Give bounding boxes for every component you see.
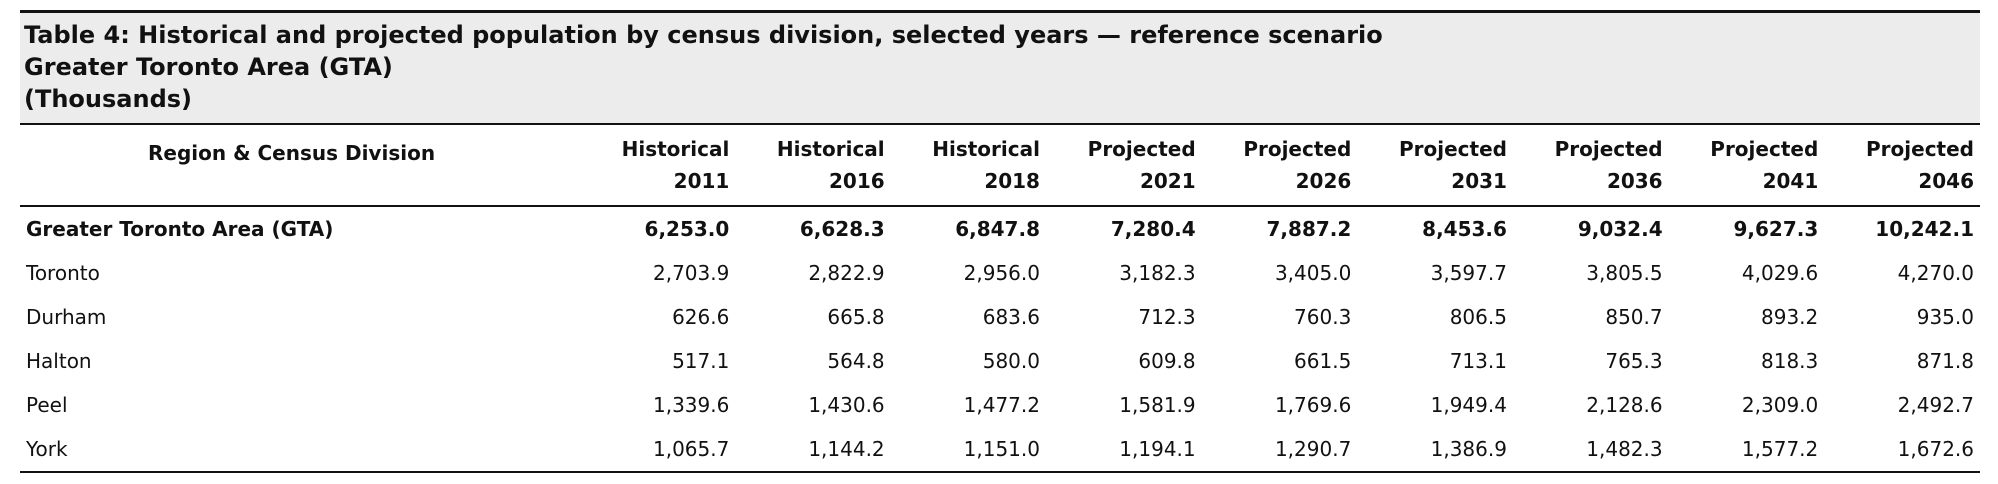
- table-cell: 935.0: [1916, 305, 1974, 329]
- table-cell: 9,627.3: [1733, 217, 1819, 241]
- column-header: Historical 2011: [580, 125, 736, 207]
- column-header: Projected 2041: [1668, 125, 1825, 207]
- table-cell: 871.8: [1916, 349, 1974, 373]
- table-cell: 1,386.9: [1357, 427, 1513, 473]
- table-cell: 1,672.6: [1824, 427, 1980, 473]
- table-cell: 6,253.0: [644, 217, 730, 241]
- table-cell: 626.6: [672, 305, 730, 329]
- row-label: Durham: [26, 305, 107, 329]
- caption-title: Table 4: Historical and projected popula…: [24, 21, 1383, 49]
- column-header: Projected 2036: [1512, 125, 1669, 207]
- table-cell: 1,065.7: [580, 427, 736, 473]
- table-cell: 665.8: [827, 305, 885, 329]
- table-cell: 1,581.9: [1119, 393, 1196, 417]
- column-header: Projected 2031: [1357, 125, 1513, 207]
- row-label: York: [20, 427, 580, 473]
- table-cell: 517.1: [672, 349, 730, 373]
- population-table: Region & Census Division Historical 2011 …: [20, 125, 1980, 473]
- table-cell: 1,949.4: [1430, 393, 1507, 417]
- table-row: Toronto 2,703.9 2,822.9 2,956.0 3,182.3 3,405…: [20, 251, 1980, 295]
- table-cell: 6,628.3: [799, 217, 885, 241]
- table-caption: Table 4: Historical and projected popula…: [20, 10, 1980, 125]
- table-cell: 2,309.0: [1741, 393, 1819, 417]
- column-header: Historical 2016: [735, 125, 891, 207]
- caption-units: (Thousands): [24, 85, 192, 113]
- table-cell: 1,577.2: [1668, 427, 1825, 473]
- table-cell: 760.3: [1294, 305, 1352, 329]
- table-cell: 818.3: [1761, 349, 1819, 373]
- table-cell: 580.0: [982, 349, 1040, 373]
- column-header: Projected 2026: [1201, 125, 1358, 207]
- table-cell: 2,956.0: [963, 261, 1040, 285]
- table-cell: 765.3: [1605, 349, 1663, 373]
- row-label: Halton: [26, 349, 92, 373]
- table-cell: 2,703.9: [652, 261, 730, 285]
- table-cell: 806.5: [1449, 305, 1507, 329]
- table-row-total: Greater Toronto Area (GTA) 6,253.0 6,628.3…: [20, 206, 1980, 251]
- column-header: Historical 2018: [890, 125, 1046, 207]
- table-cell: 3,182.3: [1119, 261, 1196, 285]
- table-row: York 1,065.7 1,144.2 1,151.0 1,194.1 1,290.7 1…: [20, 427, 1980, 473]
- table-cell: 609.8: [1138, 349, 1196, 373]
- table-row: Peel 1,339.6 1,430.6 1,477.2 1,581.9 1,769.6 1…: [20, 383, 1980, 427]
- region-column-header: Region & Census Division: [20, 125, 580, 207]
- table-cell: 1,151.0: [890, 427, 1046, 473]
- table-row: Halton 517.1 564.8 580.0 609.8 661.5 713.1 765.…: [20, 339, 1980, 383]
- table-cell: 7,280.4: [1110, 217, 1196, 241]
- table-cell: 1,144.2: [735, 427, 891, 473]
- caption-region: Greater Toronto Area (GTA): [24, 53, 393, 81]
- table-body: Greater Toronto Area (GTA) 6,253.0 6,628.3…: [20, 206, 1980, 473]
- table-header: Region & Census Division Historical 2011 …: [20, 125, 1980, 207]
- table-cell: 1,290.7: [1201, 427, 1358, 473]
- table-cell: 1,430.6: [808, 393, 885, 417]
- table-cell: 3,597.7: [1430, 261, 1507, 285]
- table-cell: 893.2: [1761, 305, 1819, 329]
- row-label: Toronto: [26, 261, 100, 285]
- table-cell: 713.1: [1449, 349, 1507, 373]
- table-cell: 3,405.0: [1274, 261, 1352, 285]
- table-cell: 2,822.9: [808, 261, 885, 285]
- table-cell: 1,194.1: [1045, 427, 1202, 473]
- table-cell: 1,477.2: [963, 393, 1040, 417]
- table-cell: 1,482.3: [1512, 427, 1669, 473]
- table-cell: 8,453.6: [1422, 217, 1507, 241]
- table-cell: 4,029.6: [1741, 261, 1819, 285]
- table-cell: 1,769.6: [1274, 393, 1352, 417]
- table-row: Durham 626.6 665.8 683.6 712.3 760.3 806.5 850.…: [20, 295, 1980, 339]
- column-header: Projected 2046: [1824, 125, 1980, 207]
- table-cell: 1,339.6: [652, 393, 730, 417]
- population-table-container: Table 4: Historical and projected popula…: [20, 10, 1980, 473]
- table-cell: 4,270.0: [1897, 261, 1974, 285]
- table-cell: 6,847.8: [955, 217, 1040, 241]
- table-cell: 2,492.7: [1897, 393, 1974, 417]
- table-cell: 712.3: [1138, 305, 1196, 329]
- table-cell: 9,032.4: [1577, 217, 1663, 241]
- table-cell: 10,242.1: [1875, 217, 1974, 241]
- row-label: Greater Toronto Area (GTA): [26, 217, 334, 241]
- table-cell: 850.7: [1605, 305, 1663, 329]
- table-cell: 564.8: [827, 349, 885, 373]
- table-cell: 7,887.2: [1266, 217, 1352, 241]
- table-cell: 683.6: [982, 305, 1040, 329]
- table-cell: 661.5: [1294, 349, 1352, 373]
- header-row: Region & Census Division Historical 2011 …: [20, 125, 1980, 207]
- column-header: Projected 2021: [1045, 125, 1202, 207]
- row-label: Peel: [26, 393, 68, 417]
- table-cell: 3,805.5: [1586, 261, 1663, 285]
- table-cell: 2,128.6: [1586, 393, 1663, 417]
